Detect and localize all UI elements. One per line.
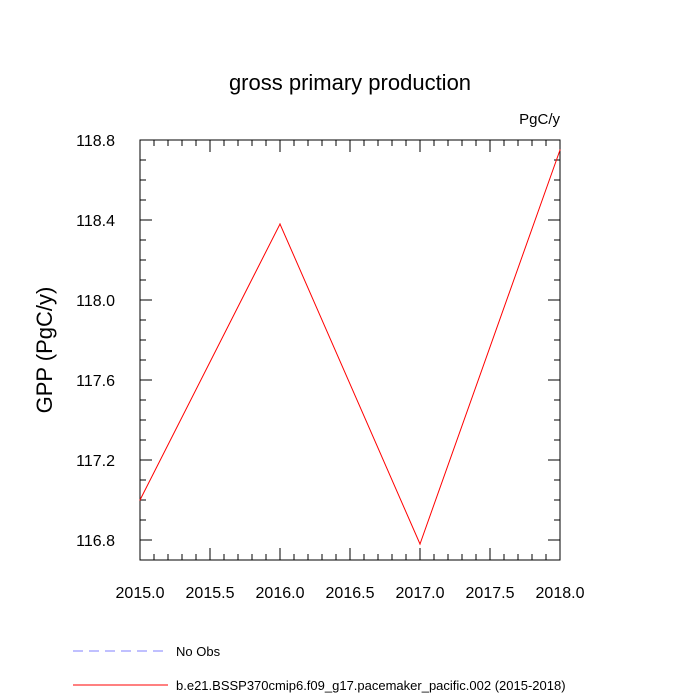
y-tick-label: 117.6 [76,373,115,390]
plot-frame [139,139,561,561]
chart-title: gross primary production [229,70,471,95]
legend-label-model: b.e21.BSSP370cmip6.f09_g17.pacemaker_pac… [176,678,566,693]
x-tick-label: 2015.5 [186,585,235,602]
legend-label-no-obs: No Obs [176,644,221,659]
y-tick-label: 116.8 [76,533,115,550]
y-tick-label: 118.8 [76,133,115,150]
legend: No Obs b.e21.BSSP370cmip6.f09_g17.pacema… [73,644,566,693]
axis-ticks [139,139,561,561]
x-tick-label: 2017.0 [396,585,445,602]
data-point [279,223,281,225]
x-tick-label: 2015.0 [116,585,165,602]
data-point [559,149,561,151]
series-line-1 [139,149,561,546]
data-point [139,499,141,501]
y-tick-label: 117.2 [76,453,115,470]
x-tick-label: 2017.5 [466,585,515,602]
x-tick-label: 2016.0 [256,585,305,602]
x-tick-label: 2016.5 [326,585,375,602]
axis-tick-labels: 2015.0 2015.5 2016.0 2016.5 2017.0 2017.5 2018… [76,133,584,602]
series-lines [139,149,561,546]
x-tick-label: 2018.0 [536,585,585,602]
y-tick-label: 118.4 [76,213,115,230]
data-point [419,543,421,545]
y-axis-label: GPP (PgC/y) [32,287,57,414]
units-label: PgC/y [519,111,560,128]
y-tick-label: 118.0 [76,293,115,310]
